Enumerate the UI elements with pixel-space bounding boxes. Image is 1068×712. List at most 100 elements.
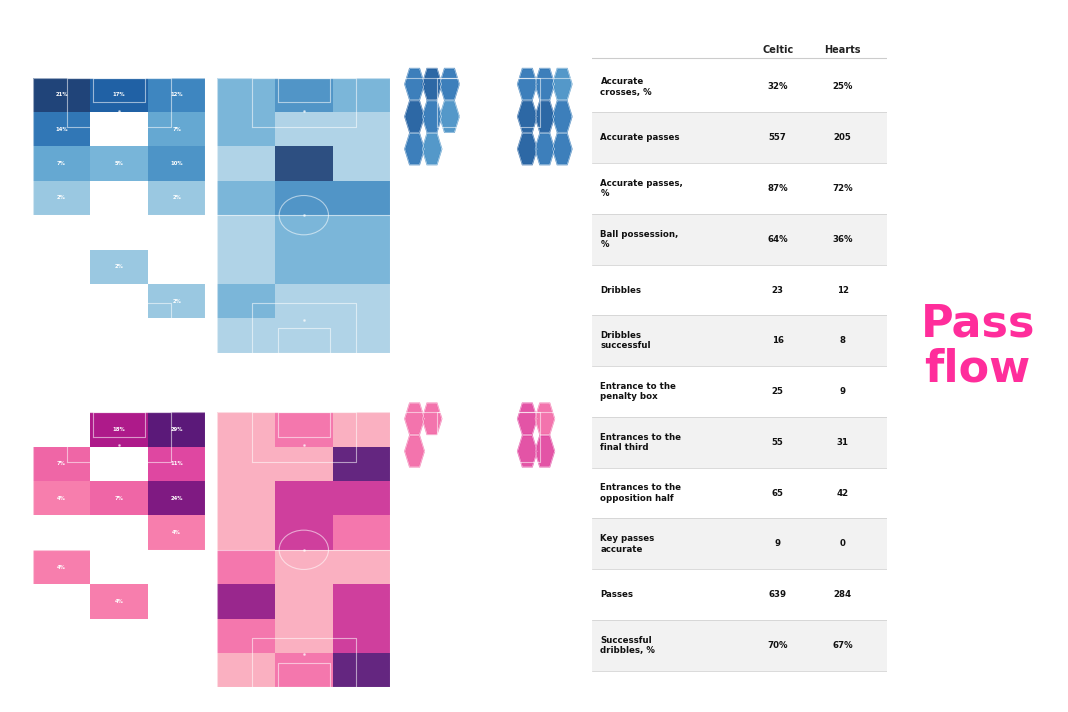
Bar [91,481,147,515]
Bar [91,147,147,181]
Text: Ball possession,
%: Ball possession, % [600,229,679,249]
Polygon shape [405,403,424,434]
Bar [218,250,276,284]
Bar [147,147,205,181]
Text: 67%: 67% [832,641,853,650]
Text: 12: 12 [836,286,849,295]
Bar [91,78,147,112]
Polygon shape [535,101,554,132]
Text: 7%: 7% [57,461,66,466]
Bar [147,78,205,112]
Polygon shape [405,133,424,164]
Bar [91,412,147,446]
Polygon shape [518,403,537,434]
Bar [276,78,332,112]
Text: 31: 31 [836,438,849,447]
Bar [218,112,276,147]
Text: 11%: 11% [170,461,183,466]
Bar [276,181,332,215]
Text: 17%: 17% [113,93,125,98]
Bar [33,481,91,515]
Polygon shape [405,436,424,467]
Text: 9: 9 [839,387,846,396]
Text: 4%: 4% [57,496,66,501]
Text: 16: 16 [771,336,784,345]
Text: Celtic FC's
Dribbling zones: Celtic FC's Dribbling zones [268,32,340,51]
Bar [332,584,390,619]
Bar [276,653,332,687]
Text: Accurate passes: Accurate passes [600,133,680,142]
Polygon shape [535,403,554,434]
Text: Celtic: Celtic [761,45,794,55]
Text: 23: 23 [771,286,784,295]
Text: 55: 55 [772,438,784,447]
Text: Key passes
accurate: Key passes accurate [600,534,655,553]
Bar [592,417,886,468]
Bar [592,620,886,671]
Polygon shape [535,133,554,164]
Text: 2%: 2% [172,298,182,303]
Bar [276,619,332,653]
Bar [592,214,886,265]
Text: 4%: 4% [57,565,66,570]
Text: Hearts's
Crosses: Hearts's Crosses [470,367,507,386]
Text: 10%: 10% [170,161,183,166]
Bar [332,78,390,112]
Bar [276,147,332,181]
Polygon shape [518,101,537,132]
Polygon shape [552,101,571,132]
Bar [91,584,147,619]
Text: 2%: 2% [172,196,182,201]
Text: 65: 65 [772,488,784,498]
Bar [332,481,390,515]
Bar [147,481,205,515]
Text: 25%: 25% [832,83,852,91]
Text: 70%: 70% [768,641,788,650]
Bar [218,515,276,550]
Bar [218,284,276,318]
Bar [33,181,91,215]
Bar [332,653,390,687]
Bar [592,518,886,570]
Bar [218,78,276,112]
Text: 25: 25 [772,387,784,396]
Bar [33,446,91,481]
Text: 7%: 7% [57,161,66,166]
Text: 87%: 87% [767,184,788,193]
Text: 0: 0 [839,540,846,548]
Polygon shape [422,133,442,164]
Text: 18%: 18% [113,427,125,432]
Text: 7%: 7% [172,127,182,132]
Text: 12%: 12% [170,93,183,98]
Text: 4%: 4% [114,599,124,604]
Text: Pass
flow: Pass flow [921,303,1035,390]
Polygon shape [518,133,537,164]
Bar [332,412,390,446]
Bar [332,147,390,181]
Text: 24%: 24% [171,496,183,501]
Bar [91,250,147,284]
Text: Hearts's
Dribbling zones: Hearts's Dribbling zones [268,367,340,386]
Bar [332,318,390,352]
Text: 36%: 36% [832,235,853,244]
Bar [33,78,91,112]
Bar [592,315,886,366]
Bar [218,619,276,653]
Bar [592,112,886,163]
Bar [276,318,332,352]
Bar [218,318,276,352]
Text: Dribbles
successful: Dribbles successful [600,331,651,350]
Text: 7%: 7% [114,496,124,501]
Polygon shape [422,101,442,132]
Bar [218,215,276,250]
Text: Entrances to the
final third: Entrances to the final third [600,433,681,452]
Text: 72%: 72% [832,184,853,193]
Bar [276,446,332,481]
Bar [33,147,91,181]
Polygon shape [535,436,554,467]
Polygon shape [535,68,554,100]
Text: 2%: 2% [57,196,66,201]
Text: 557: 557 [769,133,786,142]
Bar [218,481,276,515]
Text: 42: 42 [836,488,849,498]
